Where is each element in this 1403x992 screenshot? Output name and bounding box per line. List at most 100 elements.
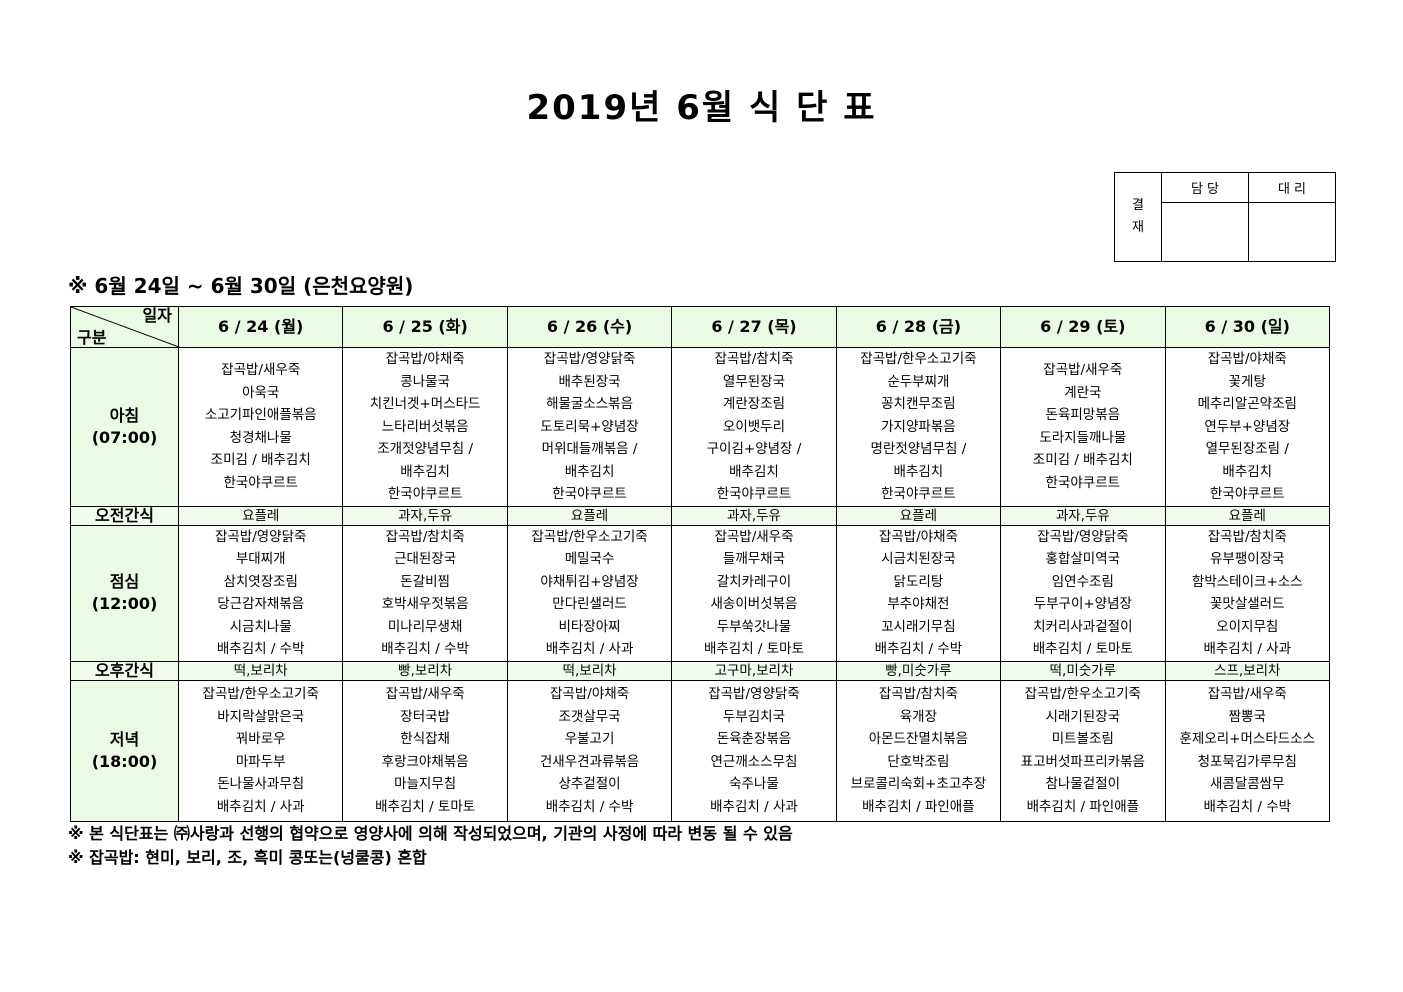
menu-item: 돈육피망볶음 bbox=[1045, 407, 1121, 424]
menu-item: 배추김치 bbox=[1222, 463, 1273, 480]
menu-item: 오이지무침 bbox=[1216, 618, 1279, 635]
menu-item: 오이뱃두리 bbox=[722, 418, 786, 435]
menu-item: 우불고기 bbox=[564, 731, 615, 747]
menu-item: 잡곡밥/새우죽 bbox=[385, 686, 465, 702]
menu-cell: 잡곡밥/새우죽 아욱국 소고기파인애플볶음 청경채나물 조미김 / 배추김치 한국야쿠르트 bbox=[177, 347, 344, 507]
snack-cell: 요플레 bbox=[835, 505, 1002, 526]
day-header: 6 / 29 (토) bbox=[1000, 306, 1166, 348]
snack-row: 오후간식 떡,보리차 빵,보리차 떡,보리차 고구마,보리차 빵,미숫가루 떡,미숫가루 스프… bbox=[70, 660, 1331, 681]
menu-item: 돈나물사과무침 bbox=[217, 776, 305, 792]
menu-item: 조미김 / 배추김치 bbox=[1032, 452, 1133, 469]
menu-item: 근대된장국 bbox=[394, 551, 457, 567]
menu-item: 열무된장조림 / bbox=[1205, 441, 1289, 457]
row-label: 오후간식 bbox=[70, 660, 179, 681]
menu-item: 아욱국 bbox=[242, 384, 280, 401]
approval-label-bottom: 재 bbox=[1132, 220, 1144, 235]
menu-item: 배추김치 / 파인애플 bbox=[862, 798, 975, 815]
menu-item: 브로콜리숙회+초고추장 bbox=[850, 776, 987, 792]
menu-table: 일자 구분 6 / 24 (월) 6 / 25 (화) 6 / 26 (수) 6 / 27… bbox=[70, 306, 1331, 822]
day-header: 6 / 27 (목) bbox=[671, 306, 837, 348]
menu-item: 한국야쿠르트 bbox=[1210, 486, 1285, 502]
approval-col-deputy: 대 리 bbox=[1248, 172, 1336, 203]
menu-cell: 잡곡밥/영양닭죽 배추된장국 해물굴소스볶음 도토리묵+양념장 머위대들깨볶음 / 배추김… bbox=[506, 347, 673, 507]
meal-row: 점심 (12:00) 잡곡밥/영양닭죽 부대찌개 삼치엿장조림 당근감자채볶음 시금치나물 배… bbox=[70, 524, 1331, 662]
row-label: 점심 (12:00) bbox=[70, 524, 179, 662]
menu-item: 잡곡밥/야채죽 bbox=[878, 528, 958, 545]
menu-item: 명란젓양념무침 / bbox=[870, 441, 967, 457]
menu-item: 잡곡밥/참치죽 bbox=[714, 351, 794, 367]
menu-item: 배추김치 / 사과 bbox=[710, 798, 798, 815]
menu-item: 열무된장국 bbox=[722, 373, 786, 390]
menu-item: 한국야쿠르트 bbox=[716, 486, 792, 502]
menu-item: 계란국 bbox=[1064, 384, 1102, 401]
menu-item: 두부쑥갓나물 bbox=[716, 618, 792, 635]
menu-item: 조갯살무국 bbox=[558, 708, 621, 725]
menu-item: 임연수조림 bbox=[1051, 573, 1114, 590]
menu-item: 느타리버섯볶음 bbox=[381, 418, 469, 435]
menu-item: 바지락살맑은국 bbox=[217, 708, 305, 725]
menu-item: 꼬시래기무침 bbox=[881, 618, 956, 635]
diagonal-divider bbox=[71, 307, 179, 347]
menu-cell: 잡곡밥/새우죽 계란국 돈육피망볶음 도라지들깨나물 조미김 / 배추김치 한국야쿠르트 bbox=[1000, 347, 1166, 507]
menu-item: 소고기파인애플볶음 bbox=[204, 407, 317, 424]
menu-item: 시래기된장국 bbox=[1045, 708, 1121, 725]
menu-item: 청포묵김가루무침 bbox=[1197, 753, 1297, 770]
menu-item: 구이김+양념장 / bbox=[706, 441, 802, 457]
menu-cell: 잡곡밥/야채죽 시금치된장국 닭도리탕 부추야채전 꼬시래기무침 배추김치 / 수박 bbox=[835, 524, 1002, 662]
menu-cell: 잡곡밥/한우소고기죽 순두부찌개 꽁치캔무조림 가지양파볶음 명란젓양념무침 / 배추김치… bbox=[835, 347, 1002, 507]
day-header: 6 / 30 (일) bbox=[1164, 306, 1331, 348]
menu-item: 한국야쿠르트 bbox=[1045, 474, 1121, 491]
row-label: 오전간식 bbox=[70, 505, 179, 526]
meal-row: 아침 (07:00) 잡곡밥/새우죽 아욱국 소고기파인애플볶음 청경채나물 조미김 / 배… bbox=[70, 347, 1331, 507]
snack-cell: 과자,두유 bbox=[1000, 505, 1166, 526]
menu-item: 연두부+양념장 bbox=[1204, 418, 1291, 435]
menu-item: 닭도리탕 bbox=[893, 573, 944, 590]
meal-row: 저녁 (18:00) 잡곡밥/한우소고기죽 바지락살맑은국 꿔바로우 마파두부 돈나물사과무… bbox=[70, 679, 1331, 822]
menu-item: 잡곡밥/영양닭죽 bbox=[708, 686, 800, 702]
snack-cell: 요플레 bbox=[506, 505, 673, 526]
snack-cell: 과자,두유 bbox=[342, 505, 508, 526]
menu-item: 꽁치캔무조림 bbox=[881, 396, 956, 412]
snack-cell: 요플레 bbox=[177, 505, 344, 526]
menu-item: 잡곡밥/새우죽 bbox=[1043, 362, 1123, 379]
snack-cell: 고구마,보리차 bbox=[671, 660, 837, 681]
menu-item: 조미김 / 배추김치 bbox=[210, 452, 311, 469]
menu-item: 배추김치 / 수박 bbox=[545, 798, 634, 815]
approval-sign-manager[interactable] bbox=[1161, 202, 1249, 262]
snack-cell: 과자,두유 bbox=[671, 505, 837, 526]
menu-cell: 잡곡밥/한우소고기죽 메밀국수 야채튀김+양념장 만다린샐러드 비타장아찌 배추김치 / … bbox=[506, 524, 673, 662]
menu-item: 치킨너겟+머스타드 bbox=[369, 396, 481, 412]
menu-item: 배추김치 / 사과 bbox=[216, 798, 305, 815]
menu-item: 야채튀김+양념장 bbox=[540, 573, 639, 590]
menu-item: 마파두부 bbox=[235, 753, 286, 770]
meal-name: 점심 bbox=[109, 572, 140, 591]
day-header: 6 / 24 (월) bbox=[177, 306, 344, 348]
snack-cell: 스프,보리차 bbox=[1164, 660, 1331, 681]
menu-item: 육개장 bbox=[899, 708, 938, 725]
menu-cell: 잡곡밥/참치죽 열무된장국 계란장조림 오이뱃두리 구이김+양념장 / 배추김치 한국야쿠르… bbox=[671, 347, 837, 507]
menu-item: 잡곡밥/한우소고기죽 bbox=[202, 686, 319, 702]
meal-name: 오후간식 bbox=[95, 660, 154, 680]
menu-item: 연근깨소스무침 bbox=[710, 753, 798, 770]
menu-item: 부대찌개 bbox=[235, 551, 286, 567]
menu-item: 메밀국수 bbox=[564, 551, 615, 567]
menu-cell: 잡곡밥/영양닭죽 홍합살미역국 임연수조림 두부구이+양념장 치커리사과겉절이 배추김치 … bbox=[1000, 524, 1166, 662]
note-2: ※ 잡곡밥: 현미, 보리, 조, 흑미 콩또는(넝쿨콩) 혼합 bbox=[68, 848, 427, 867]
menu-cell: 잡곡밥/새우죽 들깨무채국 갈치카레구이 새송이버섯볶음 두부쑥갓나물 배추김치 / 토마… bbox=[671, 524, 837, 662]
menu-item: 해물굴소스볶음 bbox=[546, 396, 634, 412]
menu-cell: 잡곡밥/영양닭죽 두부김치국 돈육춘장볶음 연근깨소스무침 숙주나물 배추김치 / 사과 bbox=[671, 679, 837, 822]
menu-cell: 잡곡밥/야채죽 조갯살무국 우불고기 건새우견과류볶음 상추겉절이 배추김치 / 수박 bbox=[506, 679, 673, 822]
menu-item: 잡곡밥/참치죽 bbox=[878, 686, 958, 702]
menu-item: 미트볼조림 bbox=[1051, 731, 1114, 747]
menu-cell: 잡곡밥/참치죽 육개장 아몬드잔멸치볶음 단호박조림 브로콜리숙회+초고추장 배추김치 /… bbox=[835, 679, 1002, 822]
approval-sign-deputy[interactable] bbox=[1248, 202, 1336, 262]
menu-item: 배추김치 / 토마토 bbox=[375, 798, 476, 815]
meal-name: 아침 bbox=[109, 405, 140, 425]
menu-cell: 잡곡밥/한우소고기죽 시래기된장국 미트볼조림 표고버섯파프리카볶음 참나물겉절이 배추김… bbox=[1000, 679, 1166, 822]
menu-item: 유부팽이장국 bbox=[1210, 551, 1285, 567]
row-label: 저녁 (18:00) bbox=[70, 679, 179, 822]
notes: ※ 본 식단표는 ㈜사랑과 선행의 협약으로 영양사에 의해 작성되었으며, 기… bbox=[68, 822, 793, 870]
meal-time: (18:00) bbox=[91, 751, 158, 771]
menu-item: 새콤달콤쌈무 bbox=[1210, 776, 1285, 792]
menu-item: 잡곡밥/참치죽 bbox=[385, 528, 465, 545]
